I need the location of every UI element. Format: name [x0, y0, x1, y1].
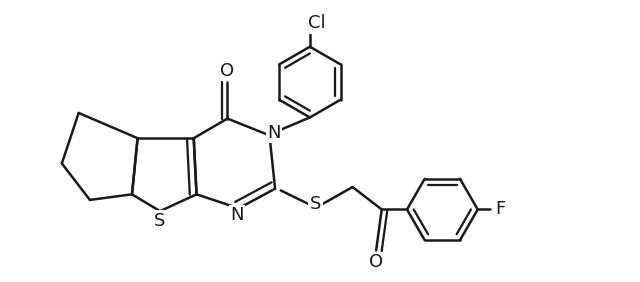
Text: O: O — [369, 253, 383, 271]
Text: S: S — [310, 195, 321, 213]
Text: N: N — [230, 206, 244, 224]
Text: F: F — [495, 201, 505, 219]
Text: N: N — [268, 124, 281, 142]
Text: O: O — [220, 62, 234, 80]
Text: S: S — [154, 212, 166, 230]
Text: Cl: Cl — [308, 14, 326, 32]
